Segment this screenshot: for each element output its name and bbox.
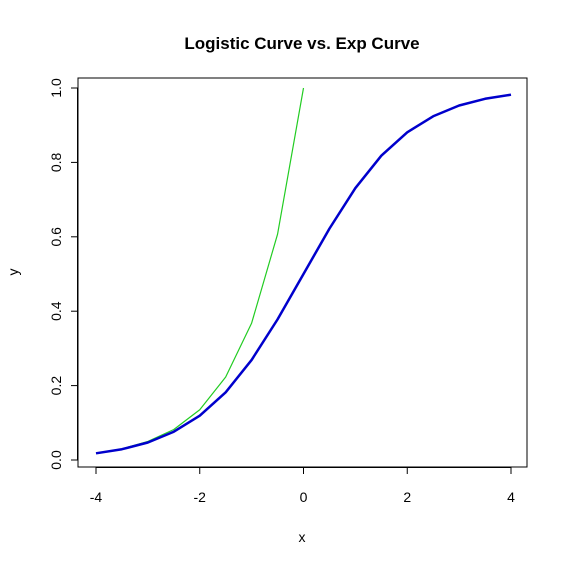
y-tick-label: 1.0 (48, 78, 64, 98)
x-tick-label: 2 (403, 489, 411, 505)
y-tick-label: 0.2 (48, 376, 64, 396)
series-line-logistic (95, 93, 512, 455)
x-tick-label: 4 (507, 489, 515, 505)
y-tick-label: 0.0 (48, 450, 64, 470)
x-tick-label: -4 (90, 489, 103, 505)
x-axis-label: x (299, 529, 306, 545)
x-axis: -4 -2 0 2 4 (90, 467, 515, 505)
y-axis: 0.0 0.2 0.4 0.6 0.8 1.0 (48, 78, 78, 470)
y-tick-label: 0.4 (48, 301, 64, 321)
x-tick-label: -2 (194, 489, 207, 505)
x-tick-label: 0 (300, 489, 308, 505)
series-line-exp (95, 87, 305, 454)
series-layer (95, 87, 512, 455)
y-axis-label: y (5, 269, 21, 276)
plot-area (77, 77, 528, 468)
y-tick-label: 0.8 (48, 152, 64, 172)
chart-title: Logistic Curve vs. Exp Curve (184, 34, 419, 53)
y-tick-label: 0.6 (48, 227, 64, 247)
